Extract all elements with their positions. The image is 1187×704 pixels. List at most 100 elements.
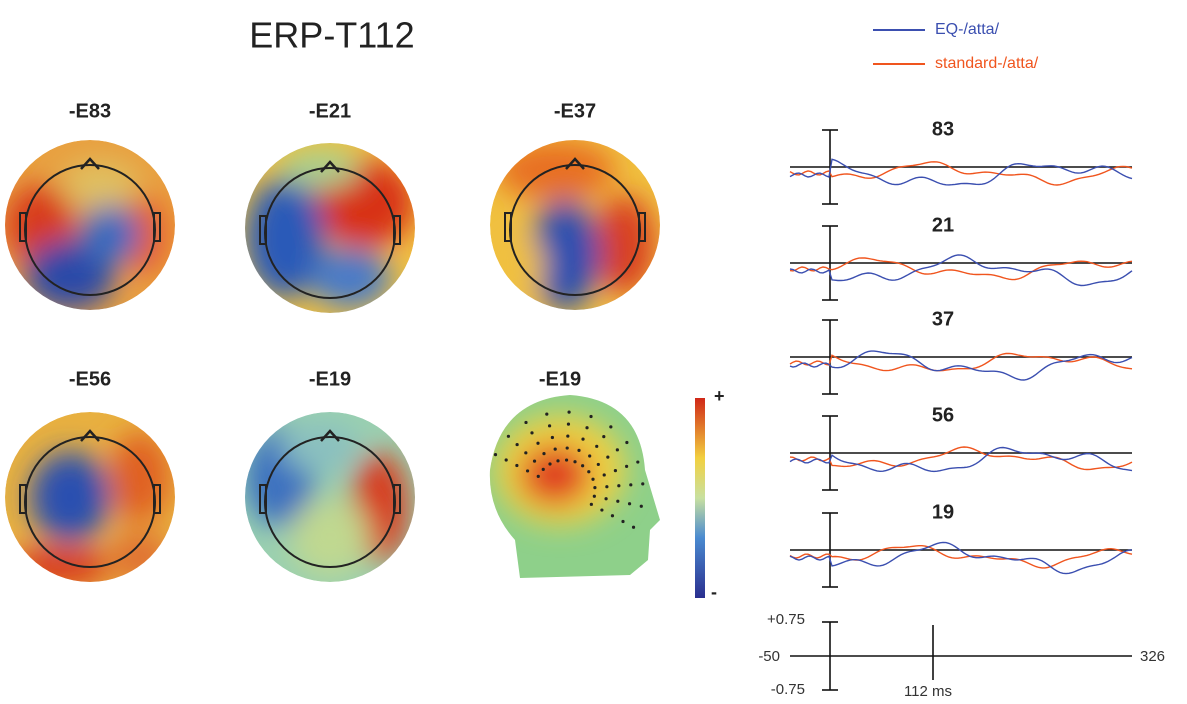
electrode bbox=[627, 502, 632, 506]
electrode bbox=[564, 458, 569, 462]
map-label: -E19 bbox=[309, 368, 351, 390]
map-blobs bbox=[10, 432, 170, 582]
waveform bbox=[789, 446, 1133, 473]
electrode bbox=[610, 514, 615, 518]
legend-label: standard-/atta/ bbox=[935, 55, 1039, 72]
map-blobs bbox=[495, 415, 625, 525]
map-label: -E19 bbox=[539, 368, 581, 390]
electrode bbox=[595, 444, 599, 448]
map-blob bbox=[245, 178, 325, 298]
waveform-label: 21 bbox=[932, 214, 954, 236]
electrode bbox=[604, 497, 608, 501]
waveform-label: 56 bbox=[932, 404, 954, 426]
electrode bbox=[581, 464, 585, 468]
electrode bbox=[596, 462, 600, 467]
electrode bbox=[553, 447, 557, 451]
ear bbox=[153, 212, 161, 242]
electrode bbox=[602, 473, 606, 477]
electrode bbox=[591, 477, 595, 481]
electrode bbox=[542, 452, 546, 456]
colorbar bbox=[695, 398, 705, 598]
map-label: -E83 bbox=[69, 100, 111, 122]
colorbar-high: + bbox=[714, 386, 725, 406]
map-blobs bbox=[245, 422, 408, 577]
electrode bbox=[545, 412, 549, 416]
map-blob bbox=[310, 248, 390, 308]
electrode bbox=[536, 474, 540, 478]
electrode bbox=[547, 424, 552, 428]
map-label: -E56 bbox=[69, 368, 111, 390]
electrode bbox=[602, 435, 606, 439]
topo-maps: -E83 -E21 -E37 -E56 -E19 -E19 bbox=[5, 100, 660, 582]
electrode bbox=[536, 441, 540, 445]
electrode bbox=[577, 448, 581, 453]
map-blob bbox=[290, 497, 370, 577]
waveform bbox=[789, 541, 1133, 575]
waveform bbox=[789, 161, 1133, 186]
electrode bbox=[606, 455, 610, 459]
map-blob bbox=[595, 195, 655, 295]
electrode bbox=[506, 434, 511, 438]
topo-map bbox=[5, 140, 175, 310]
ear bbox=[638, 212, 646, 242]
map-blobs bbox=[5, 160, 167, 310]
scale-label: 112 ms bbox=[904, 683, 952, 700]
colorbar-low: - bbox=[711, 582, 717, 602]
map-label: -E21 bbox=[309, 100, 351, 122]
electrode bbox=[636, 460, 640, 464]
electrode bbox=[515, 463, 519, 468]
electrode bbox=[592, 494, 596, 498]
ear bbox=[504, 212, 512, 242]
electrode bbox=[615, 448, 619, 452]
electrode bbox=[589, 502, 593, 506]
electrode bbox=[616, 499, 620, 503]
waveform bbox=[789, 158, 1133, 186]
waveform bbox=[789, 350, 1133, 381]
electrode bbox=[600, 508, 604, 512]
ear bbox=[393, 215, 401, 245]
waveforms: 83 21 37 56 19 bbox=[789, 118, 1133, 588]
scale-label: 326 bbox=[1140, 648, 1165, 665]
ear bbox=[393, 484, 401, 514]
electrode bbox=[567, 410, 571, 414]
electrode bbox=[639, 504, 643, 508]
title: ERP-T112 bbox=[249, 15, 414, 56]
electrode bbox=[581, 437, 585, 441]
electrode bbox=[493, 452, 498, 457]
map-blobs bbox=[245, 148, 415, 308]
head-map bbox=[489, 395, 660, 578]
electrode bbox=[617, 484, 621, 488]
nose bbox=[565, 157, 585, 170]
electrode bbox=[548, 462, 552, 466]
map-blob bbox=[280, 422, 360, 472]
nose bbox=[320, 429, 340, 442]
electrode bbox=[530, 431, 534, 435]
electrode bbox=[593, 486, 597, 490]
scale-label: -50 bbox=[758, 648, 780, 665]
electrode bbox=[589, 414, 593, 419]
electrode bbox=[641, 482, 645, 486]
map-blob bbox=[80, 205, 140, 265]
waveform bbox=[789, 352, 1133, 372]
waveform bbox=[789, 257, 1133, 281]
map-blob bbox=[123, 195, 167, 275]
electrode bbox=[556, 459, 560, 463]
electrode bbox=[585, 426, 589, 430]
electrode bbox=[565, 446, 569, 450]
nose bbox=[80, 157, 100, 170]
electrode bbox=[605, 485, 609, 489]
waveform-label: 37 bbox=[932, 308, 954, 330]
scale-label: -0.75 bbox=[771, 681, 805, 698]
electrode bbox=[613, 469, 618, 473]
electrode bbox=[550, 435, 554, 440]
electrode bbox=[625, 440, 629, 445]
map-label: -E37 bbox=[554, 100, 596, 122]
map-blob bbox=[110, 532, 170, 582]
map-blob bbox=[520, 445, 590, 505]
ear bbox=[259, 484, 267, 514]
electrode bbox=[573, 460, 577, 464]
electrode bbox=[504, 458, 508, 462]
electrode bbox=[588, 454, 592, 458]
waveform bbox=[789, 446, 1133, 471]
